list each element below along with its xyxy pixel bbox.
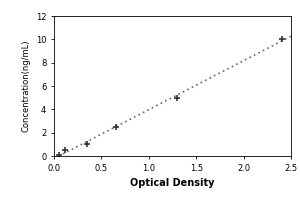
X-axis label: Optical Density: Optical Density (130, 178, 215, 188)
Y-axis label: Concentration(ng/mL): Concentration(ng/mL) (21, 40, 30, 132)
